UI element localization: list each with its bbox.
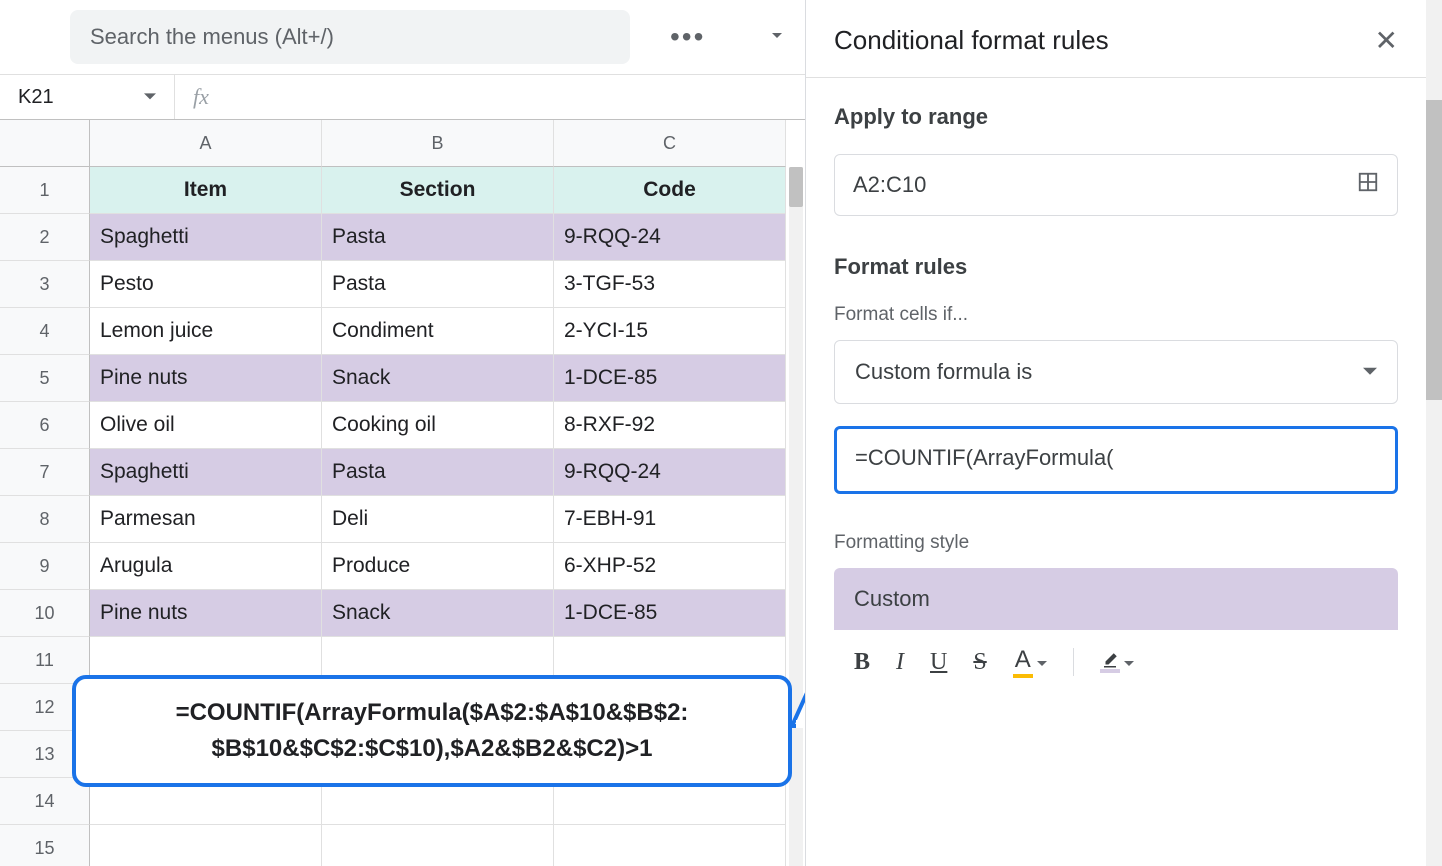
dropdown-arrow-icon bbox=[1037, 648, 1047, 676]
toolbar-row: Search the menus (Alt+/) ••• bbox=[0, 0, 805, 74]
row-header[interactable]: 8 bbox=[0, 496, 90, 543]
cell[interactable]: 2-YCI-15 bbox=[554, 308, 786, 355]
conditional-format-panel: Conditional format rules ✕ Apply to rang… bbox=[806, 0, 1426, 866]
style-toolbar: B I U S A bbox=[834, 630, 1398, 678]
column-header[interactable]: B bbox=[322, 120, 554, 167]
condition-value: Custom formula is bbox=[855, 359, 1032, 385]
cell[interactable]: Pesto bbox=[90, 261, 322, 308]
column-header[interactable]: A bbox=[90, 120, 322, 167]
row-header[interactable]: 5 bbox=[0, 355, 90, 402]
panel-header: Conditional format rules ✕ bbox=[806, 0, 1426, 77]
dropdown-arrow-icon bbox=[1124, 648, 1134, 676]
panel-scrollbar[interactable] bbox=[1426, 0, 1442, 866]
cell[interactable]: 6-XHP-52 bbox=[554, 543, 786, 590]
scrollbar-thumb[interactable] bbox=[789, 167, 803, 207]
cell[interactable]: 1-DCE-85 bbox=[554, 590, 786, 637]
cell[interactable]: Lemon juice bbox=[90, 308, 322, 355]
sheet-area: ABC1ItemSectionCode2SpaghettiPasta9-RQQ-… bbox=[0, 120, 805, 866]
menu-search-input[interactable]: Search the menus (Alt+/) bbox=[70, 10, 630, 64]
row-header[interactable]: 2 bbox=[0, 214, 90, 261]
cell[interactable]: 7-EBH-91 bbox=[554, 496, 786, 543]
row-header[interactable]: 3 bbox=[0, 261, 90, 308]
select-range-icon[interactable] bbox=[1357, 171, 1379, 199]
row-header[interactable]: 6 bbox=[0, 402, 90, 449]
panel-title: Conditional format rules bbox=[834, 25, 1109, 56]
select-all-corner[interactable] bbox=[0, 120, 90, 167]
cell[interactable]: Pasta bbox=[322, 261, 554, 308]
panel-body: Apply to range A2:C10 Format rules Forma… bbox=[806, 78, 1426, 866]
cell[interactable]: Pine nuts bbox=[90, 355, 322, 402]
close-icon[interactable]: ✕ bbox=[1375, 24, 1398, 57]
spreadsheet-panel: Search the menus (Alt+/) ••• K21 fx ABC 1… bbox=[0, 0, 806, 866]
cell[interactable]: Pine nuts bbox=[90, 590, 322, 637]
callout-line-1: =COUNTIF(ArrayFormula($A$2:$A$10&$B$2: bbox=[94, 695, 770, 731]
formula-bar-row: K21 fx bbox=[0, 74, 805, 120]
cell[interactable]: Section bbox=[322, 167, 554, 214]
range-input[interactable]: A2:C10 bbox=[834, 154, 1398, 216]
condition-dropdown[interactable]: Custom formula is bbox=[834, 340, 1398, 404]
cell[interactable]: Olive oil bbox=[90, 402, 322, 449]
cell[interactable]: Deli bbox=[322, 496, 554, 543]
cell[interactable]: Code bbox=[554, 167, 786, 214]
cell[interactable]: 9-RQQ-24 bbox=[554, 214, 786, 261]
formula-callout: =COUNTIF(ArrayFormula($A$2:$A$10&$B$2: $… bbox=[72, 675, 792, 787]
row-header[interactable]: 10 bbox=[0, 590, 90, 637]
italic-button[interactable]: I bbox=[896, 649, 904, 676]
scrollbar-thumb[interactable] bbox=[1426, 100, 1442, 400]
cell[interactable]: Produce bbox=[322, 543, 554, 590]
cell[interactable]: Spaghetti bbox=[90, 214, 322, 261]
column-header[interactable]: C bbox=[554, 120, 786, 167]
style-preview[interactable]: Custom bbox=[834, 568, 1398, 630]
cell[interactable]: Pasta bbox=[322, 214, 554, 261]
cell[interactable]: Cooking oil bbox=[322, 402, 554, 449]
row-header[interactable]: 1 bbox=[0, 167, 90, 214]
strikethrough-button[interactable]: S bbox=[973, 649, 986, 676]
underline-button[interactable]: U bbox=[930, 649, 947, 676]
format-cells-if-label: Format cells if... bbox=[834, 304, 1398, 326]
fill-color-button[interactable] bbox=[1100, 648, 1134, 676]
cell[interactable]: Condiment bbox=[322, 308, 554, 355]
row-header[interactable]: 9 bbox=[0, 543, 90, 590]
formula-bar-input[interactable] bbox=[227, 75, 805, 119]
cell[interactable]: Snack bbox=[322, 355, 554, 402]
callout-line-2: $B$10&$C$2:$C$10),$A2&$B2&$C2)>1 bbox=[94, 731, 770, 767]
cell[interactable]: 3-TGF-53 bbox=[554, 261, 786, 308]
dropdown-arrow-icon bbox=[1363, 359, 1377, 385]
cell[interactable]: Pasta bbox=[322, 449, 554, 496]
row-header[interactable]: 7 bbox=[0, 449, 90, 496]
cell[interactable]: 1-DCE-85 bbox=[554, 355, 786, 402]
cell[interactable]: Snack bbox=[322, 590, 554, 637]
cell[interactable]: Item bbox=[90, 167, 322, 214]
collapse-toolbar-icon[interactable] bbox=[765, 23, 789, 52]
row-header[interactable]: 4 bbox=[0, 308, 90, 355]
cell[interactable]: Spaghetti bbox=[90, 449, 322, 496]
bold-button[interactable]: B bbox=[854, 649, 870, 676]
fx-icon: fx bbox=[175, 84, 227, 110]
text-color-button[interactable]: A bbox=[1013, 646, 1047, 678]
callout-pointer bbox=[790, 600, 805, 730]
cell[interactable] bbox=[90, 825, 322, 866]
name-box-dropdown-icon[interactable] bbox=[144, 86, 156, 109]
range-value: A2:C10 bbox=[853, 172, 926, 198]
cell[interactable]: Arugula bbox=[90, 543, 322, 590]
formatting-style-label: Formatting style bbox=[834, 532, 1398, 554]
row-header[interactable]: 14 bbox=[0, 778, 90, 825]
apply-to-range-label: Apply to range bbox=[834, 104, 1398, 130]
cell[interactable]: 8-RXF-92 bbox=[554, 402, 786, 449]
custom-formula-input[interactable]: =COUNTIF(ArrayFormula( bbox=[834, 426, 1398, 494]
formula-value: =COUNTIF(ArrayFormula( bbox=[855, 445, 1114, 470]
format-rules-label: Format rules bbox=[834, 254, 1398, 280]
cell[interactable]: 9-RQQ-24 bbox=[554, 449, 786, 496]
row-header[interactable]: 15 bbox=[0, 825, 90, 866]
name-box[interactable]: K21 bbox=[0, 75, 175, 119]
cell[interactable]: Parmesan bbox=[90, 496, 322, 543]
cell[interactable] bbox=[322, 825, 554, 866]
name-box-value: K21 bbox=[18, 86, 54, 109]
cell[interactable] bbox=[554, 825, 786, 866]
more-menu-icon[interactable]: ••• bbox=[670, 21, 705, 53]
toolbar-divider bbox=[1073, 648, 1074, 676]
